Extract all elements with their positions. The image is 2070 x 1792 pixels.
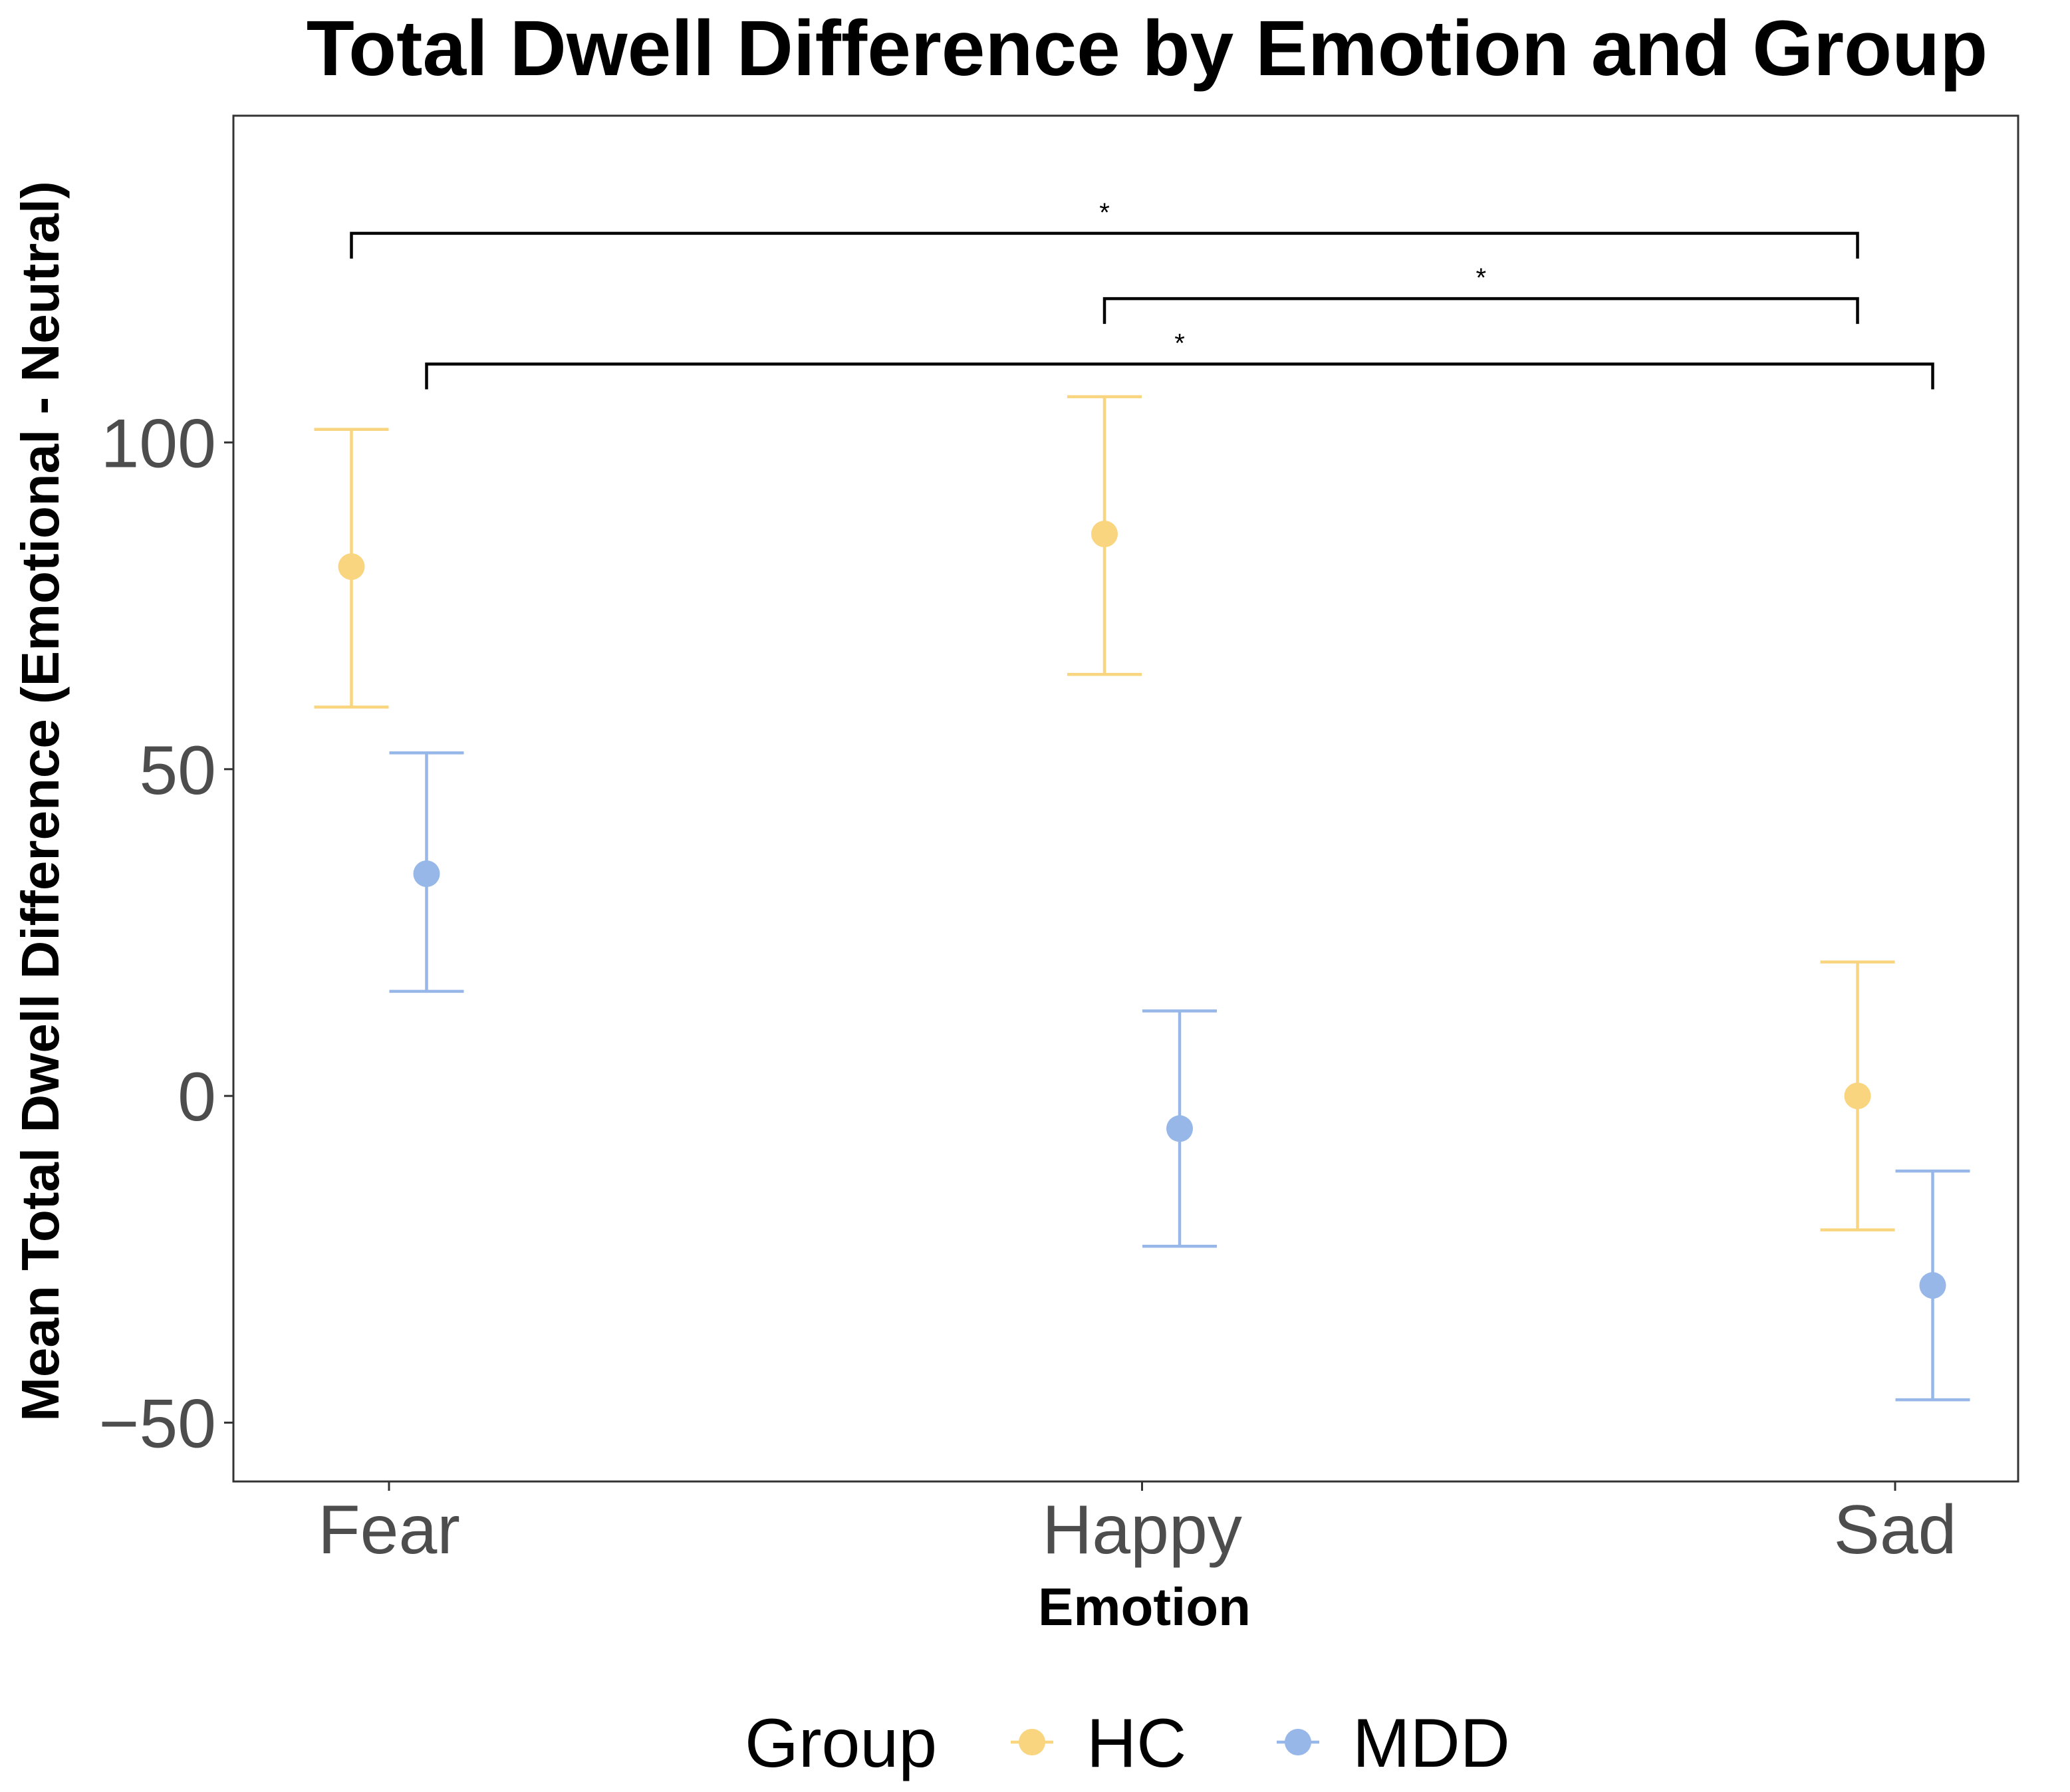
x-axis-title: Emotion — [1038, 1577, 1251, 1636]
significance-label: * — [1476, 263, 1486, 293]
series-mdd — [389, 751, 1970, 1402]
x-axis-ticks: Fear Happy Sad — [318, 1481, 1957, 1569]
data-point — [1166, 1115, 1193, 1142]
legend-label-mdd: MDD — [1353, 1705, 1510, 1782]
y-tick-label: 0 — [178, 1059, 216, 1136]
chart-title: Total Dwell Difference by Emotion and Gr… — [307, 5, 1988, 92]
legend-key-hc — [1011, 1729, 1053, 1755]
significance-bracket — [1102, 297, 1859, 324]
series-hc — [314, 395, 1895, 1231]
y-tick-label: 100 — [100, 405, 216, 482]
data-series — [314, 395, 1970, 1402]
legend-key-mdd — [1277, 1729, 1319, 1755]
x-tick-label: Fear — [318, 1491, 460, 1569]
x-tick-label: Sad — [1833, 1491, 1956, 1569]
significance-label: * — [1174, 328, 1185, 358]
plot-panel — [232, 114, 2019, 1483]
y-axis-ticks: −50 0 50 100 — [99, 405, 233, 1463]
significance-label: * — [1099, 198, 1110, 227]
data-point — [1091, 520, 1118, 547]
data-point — [338, 553, 365, 580]
data-point — [413, 860, 440, 888]
legend-label-hc: HC — [1087, 1705, 1186, 1782]
significance-brackets: * * * — [350, 198, 1934, 390]
y-tick-label: 50 — [139, 732, 216, 809]
y-axis-title: Mean Total Dwell Difference (Emotional -… — [11, 181, 70, 1421]
legend-title: Group — [745, 1705, 937, 1782]
data-point — [1844, 1083, 1871, 1110]
significance-bracket — [425, 362, 1934, 390]
y-tick-label: −50 — [99, 1386, 216, 1463]
significance-bracket — [350, 231, 1859, 259]
legend: Group HC MDD — [745, 1705, 1510, 1782]
x-tick-label: Happy — [1042, 1491, 1242, 1569]
data-point — [1919, 1272, 1946, 1299]
